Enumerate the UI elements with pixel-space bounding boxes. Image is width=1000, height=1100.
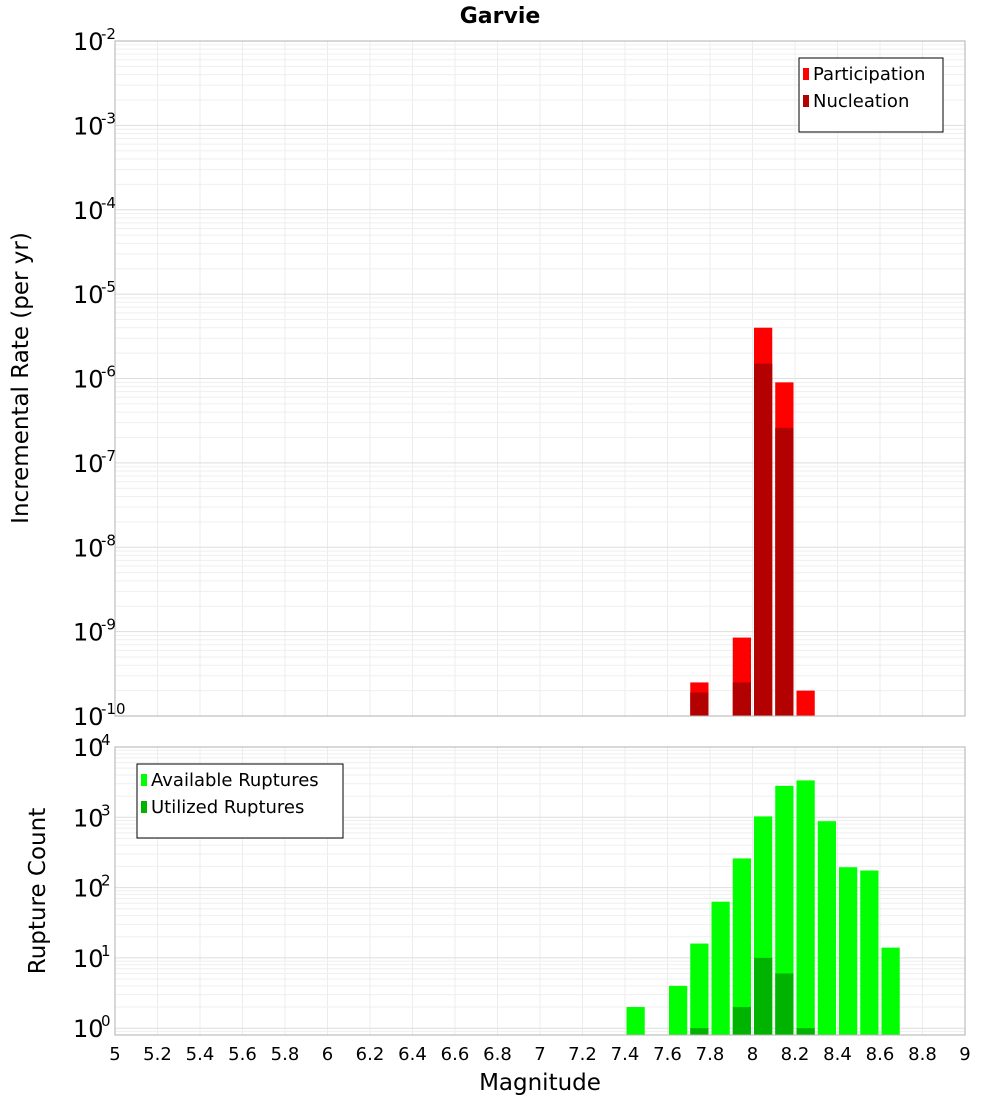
bottom-legend-label: Available Ruptures bbox=[151, 770, 319, 791]
top-bar-secondary bbox=[754, 363, 773, 716]
bottom-bar-secondary bbox=[690, 1028, 709, 1035]
bottom-y-tick-exponent: 2 bbox=[101, 872, 111, 890]
top-y-axis-label: Incremental Rate (per yr) bbox=[8, 232, 34, 524]
x-tick-label: 6 bbox=[322, 1044, 333, 1065]
top-y-tick-exponent: -5 bbox=[101, 278, 116, 296]
top-grid bbox=[114, 40, 966, 717]
bottom-bar-primary bbox=[860, 870, 879, 1035]
bottom-legend-swatch bbox=[141, 774, 147, 786]
top-legend: Participation Nucleation bbox=[798, 57, 944, 133]
top-y-tick-label: 10 bbox=[73, 197, 104, 225]
bottom-bar-primary bbox=[775, 785, 794, 1035]
top-bars bbox=[690, 327, 815, 716]
top-legend-swatch bbox=[803, 68, 809, 80]
bottom-y-tick-exponent: 1 bbox=[101, 942, 111, 960]
top-y-tick-exponent: -2 bbox=[101, 25, 116, 43]
top-bar-secondary bbox=[732, 682, 751, 716]
top-y-tick-label: 10 bbox=[73, 366, 104, 394]
bottom-y-tick-label: 10 bbox=[73, 1015, 104, 1043]
bottom-bar-primary bbox=[881, 947, 900, 1035]
bottom-bar-primary bbox=[796, 780, 815, 1035]
top-y-tick-label: 10 bbox=[73, 703, 104, 731]
top-bar-secondary bbox=[690, 692, 709, 716]
x-axis-label: Magnitude bbox=[479, 1070, 601, 1096]
top-y-tick-label: 10 bbox=[73, 28, 104, 56]
bottom-legend-label: Utilized Ruptures bbox=[151, 797, 304, 818]
top-bar-primary bbox=[796, 690, 815, 716]
top-bar-secondary bbox=[775, 427, 794, 716]
top-y-tick-label: 10 bbox=[73, 450, 104, 478]
bottom-legend-box bbox=[136, 763, 344, 839]
x-tick-label: 7.4 bbox=[611, 1044, 640, 1065]
bottom-bar-primary bbox=[839, 867, 858, 1035]
x-tick-label: 7 bbox=[534, 1044, 545, 1065]
top-y-tick-label: 10 bbox=[73, 281, 104, 309]
top-y-tick-label: 10 bbox=[73, 534, 104, 562]
x-tick-label: 5.2 bbox=[143, 1044, 172, 1065]
bottom-y-tick-label: 10 bbox=[73, 945, 104, 973]
bottom-bar-primary bbox=[732, 858, 751, 1035]
x-tick-label: 5 bbox=[109, 1044, 120, 1065]
x-tick-label: 6.2 bbox=[356, 1044, 385, 1065]
top-y-tick-exponent: -3 bbox=[101, 109, 116, 127]
bottom-y-tick-label: 10 bbox=[73, 734, 104, 762]
x-ticks: 5 5.2 5.4 5.6 5.8 6 6.2 6.4 6.6 6.8 7 7.2 7.4 7.6 7.8 8… bbox=[109, 1044, 970, 1065]
x-tick-label: 7.8 bbox=[696, 1044, 725, 1065]
bottom-bar-primary bbox=[817, 821, 836, 1035]
x-tick-label: 7.6 bbox=[653, 1044, 682, 1065]
bottom-bar-secondary bbox=[754, 957, 773, 1035]
bottom-y-tick-exponent: 0 bbox=[101, 1012, 111, 1030]
bottom-plot-frame bbox=[114, 746, 966, 1036]
top-legend-swatch bbox=[803, 95, 809, 107]
bottom-bar-secondary bbox=[796, 1028, 815, 1035]
bottom-y-tick-exponent: 3 bbox=[101, 801, 111, 819]
top-legend-label: Nucleation bbox=[813, 91, 909, 112]
top-legend-box bbox=[798, 57, 944, 133]
top-y-tick-label: 10 bbox=[73, 619, 104, 647]
x-tick-label: 5.6 bbox=[228, 1044, 257, 1065]
bottom-bars bbox=[626, 780, 900, 1035]
bottom-bar-secondary bbox=[732, 1007, 751, 1035]
bottom-bar-primary bbox=[669, 985, 688, 1035]
x-tick-label: 6.4 bbox=[398, 1044, 427, 1065]
bottom-bar-secondary bbox=[775, 973, 794, 1035]
bottom-y-tick-exponent: 4 bbox=[101, 731, 111, 749]
top-y-tick-exponent: -7 bbox=[101, 447, 116, 465]
chart-title: Garvie bbox=[460, 4, 541, 29]
bottom-bar-primary bbox=[690, 943, 709, 1035]
bottom-y-tick-label: 10 bbox=[73, 804, 104, 832]
top-y-tick-exponent: -10 bbox=[101, 700, 126, 718]
x-tick-label: 6.6 bbox=[441, 1044, 470, 1065]
top-y-tick-exponent: -4 bbox=[101, 194, 116, 212]
top-y-tick-label: 10 bbox=[73, 112, 104, 140]
x-tick-label: 8.8 bbox=[908, 1044, 937, 1065]
bottom-bar-primary bbox=[711, 901, 730, 1035]
top-y-tick-exponent: -6 bbox=[101, 363, 116, 381]
top-plot-frame bbox=[114, 40, 966, 717]
x-tick-label: 7.2 bbox=[568, 1044, 597, 1065]
x-tick-label: 8.4 bbox=[823, 1044, 852, 1065]
bottom-legend-swatch bbox=[141, 801, 147, 813]
top-y-tick-exponent: -8 bbox=[101, 531, 116, 549]
bottom-bar-primary bbox=[626, 1007, 645, 1035]
top-legend-label: Participation bbox=[813, 64, 925, 85]
x-tick-label: 8.2 bbox=[781, 1044, 810, 1065]
x-tick-label: 8.6 bbox=[866, 1044, 895, 1065]
x-tick-label: 8 bbox=[747, 1044, 758, 1065]
x-tick-label: 5.8 bbox=[271, 1044, 300, 1065]
top-y-tick-exponent: -9 bbox=[101, 616, 116, 634]
bottom-y-axis-label: Rupture Count bbox=[25, 808, 51, 974]
bottom-legend: Available Ruptures Utilized Ruptures bbox=[136, 763, 344, 839]
bottom-y-tick-label: 10 bbox=[73, 875, 104, 903]
x-tick-label: 6.8 bbox=[483, 1044, 512, 1065]
x-tick-label: 9 bbox=[959, 1044, 970, 1065]
x-tick-label: 5.4 bbox=[186, 1044, 215, 1065]
